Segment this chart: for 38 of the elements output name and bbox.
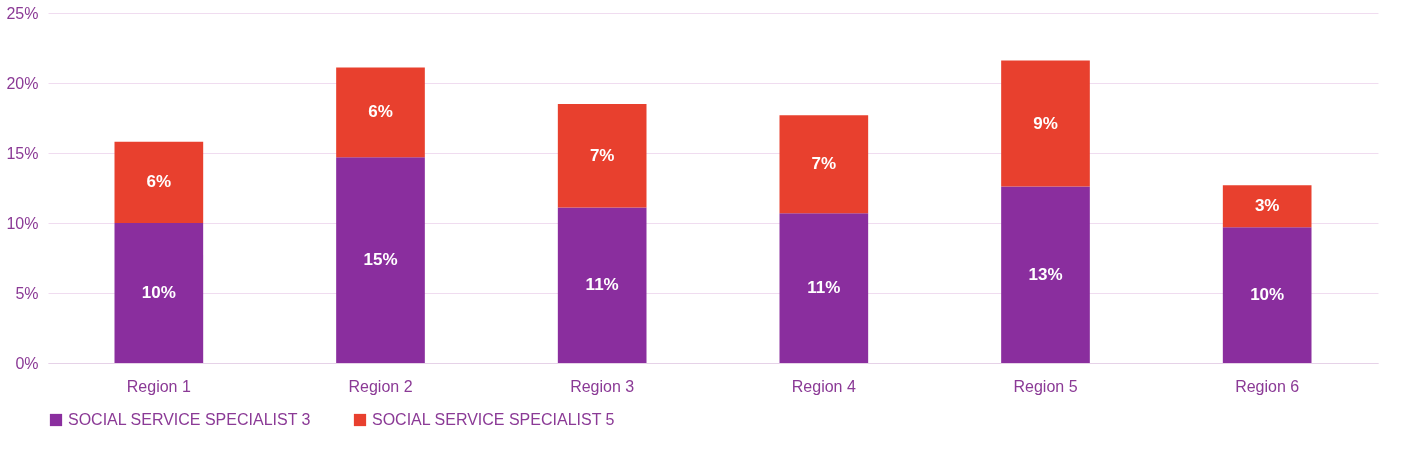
bar (114, 223, 204, 363)
bar (779, 115, 869, 214)
x-tick-label: Region 6 (1235, 377, 1300, 395)
data-label: 13% (1028, 264, 1063, 284)
bar (114, 141, 204, 223)
x-tick-label: Region 4 (791, 377, 856, 395)
x-tick-label: Region 3 (570, 377, 635, 395)
bar (557, 207, 647, 363)
data-label: 7% (589, 145, 615, 165)
y-tick-label: 15% (6, 144, 39, 162)
x-tick-label: Region 2 (348, 377, 413, 395)
y-tick-label: 0% (15, 354, 39, 372)
bar (1222, 185, 1312, 228)
data-label: 3% (1254, 196, 1280, 216)
data-label: 6% (146, 172, 172, 192)
data-label: 7% (811, 154, 837, 174)
bar (1001, 186, 1090, 363)
data-label: 10% (141, 283, 176, 302)
bar (557, 104, 647, 208)
y-tick-label: 5% (15, 284, 39, 302)
data-label: 10% (1250, 285, 1285, 305)
bar (1001, 60, 1090, 187)
bar (1222, 227, 1312, 363)
bar (336, 67, 425, 158)
data-label: 11% (585, 275, 619, 295)
x-tick-label: Region 5 (1013, 377, 1078, 395)
bar (336, 157, 425, 363)
data-label: 11% (807, 278, 841, 298)
x-tick-label: Region 1 (126, 377, 191, 395)
data-label: 15% (363, 250, 398, 270)
y-tick-label: 10% (6, 214, 39, 232)
legend-label: SOCIAL SERVICE SPECIALIST 5 (372, 411, 615, 428)
y-tick-label: 20% (6, 74, 39, 92)
y-tick-label: 25% (6, 4, 39, 22)
data-label: 9% (1033, 113, 1058, 133)
data-label: 6% (368, 102, 393, 122)
bar (779, 213, 869, 363)
legend-label: SOCIAL SERVICE SPECIALIST 3 (68, 411, 311, 428)
